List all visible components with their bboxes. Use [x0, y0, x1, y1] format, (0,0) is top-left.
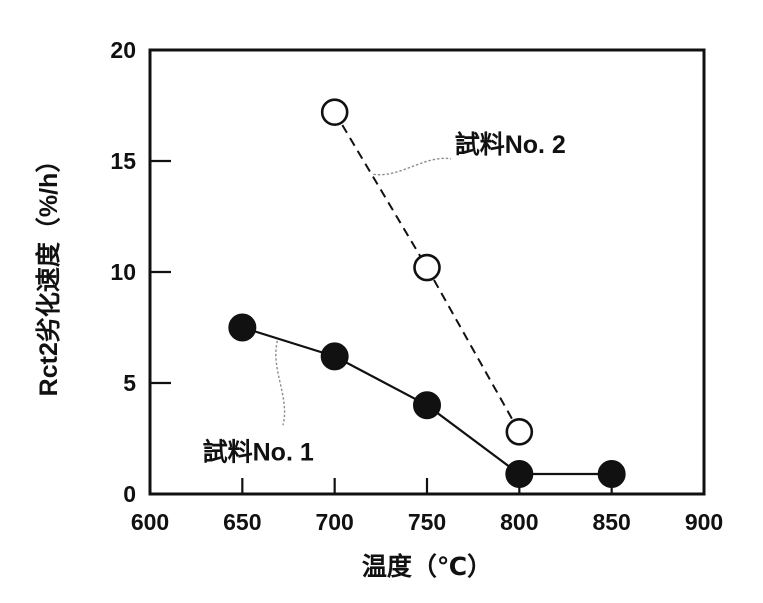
- x-tick-label: 850: [592, 509, 630, 535]
- y-tick-label: 5: [123, 370, 136, 396]
- data-point-series-1: [505, 418, 534, 446]
- data-point-series-2: [597, 460, 626, 489]
- y-tick-label: 10: [110, 259, 136, 285]
- y-tick-label: 0: [123, 481, 136, 507]
- annotation-leader-2: [275, 340, 286, 426]
- x-axis-title: 温度（℃）: [362, 552, 492, 581]
- data-point-series-2: [505, 460, 534, 489]
- y-tick-label: 20: [110, 37, 136, 63]
- x-tick-label: 800: [500, 509, 538, 535]
- data-point-series-2: [228, 313, 257, 342]
- plot-frame: [148, 48, 706, 496]
- data-point-series-1: [413, 253, 441, 282]
- y-axis-title: Rct2劣化速度（%/h）: [34, 148, 63, 397]
- x-tick-label: 700: [315, 509, 353, 535]
- data-point-series-1: [320, 98, 349, 126]
- data-point-series-2: [320, 342, 349, 371]
- x-tick-label: 750: [408, 509, 446, 535]
- x-tick-label: 600: [131, 509, 169, 535]
- annotation-label-1: 試料No. 2: [455, 130, 566, 159]
- data-point-series-2: [413, 391, 441, 420]
- x-tick-label: 900: [685, 509, 723, 535]
- x-tick-label: 650: [223, 509, 261, 535]
- y-tick-label: 15: [110, 148, 136, 174]
- annotation-leader-1: [373, 157, 452, 176]
- annotation-label-2: 試料No. 1: [203, 438, 314, 467]
